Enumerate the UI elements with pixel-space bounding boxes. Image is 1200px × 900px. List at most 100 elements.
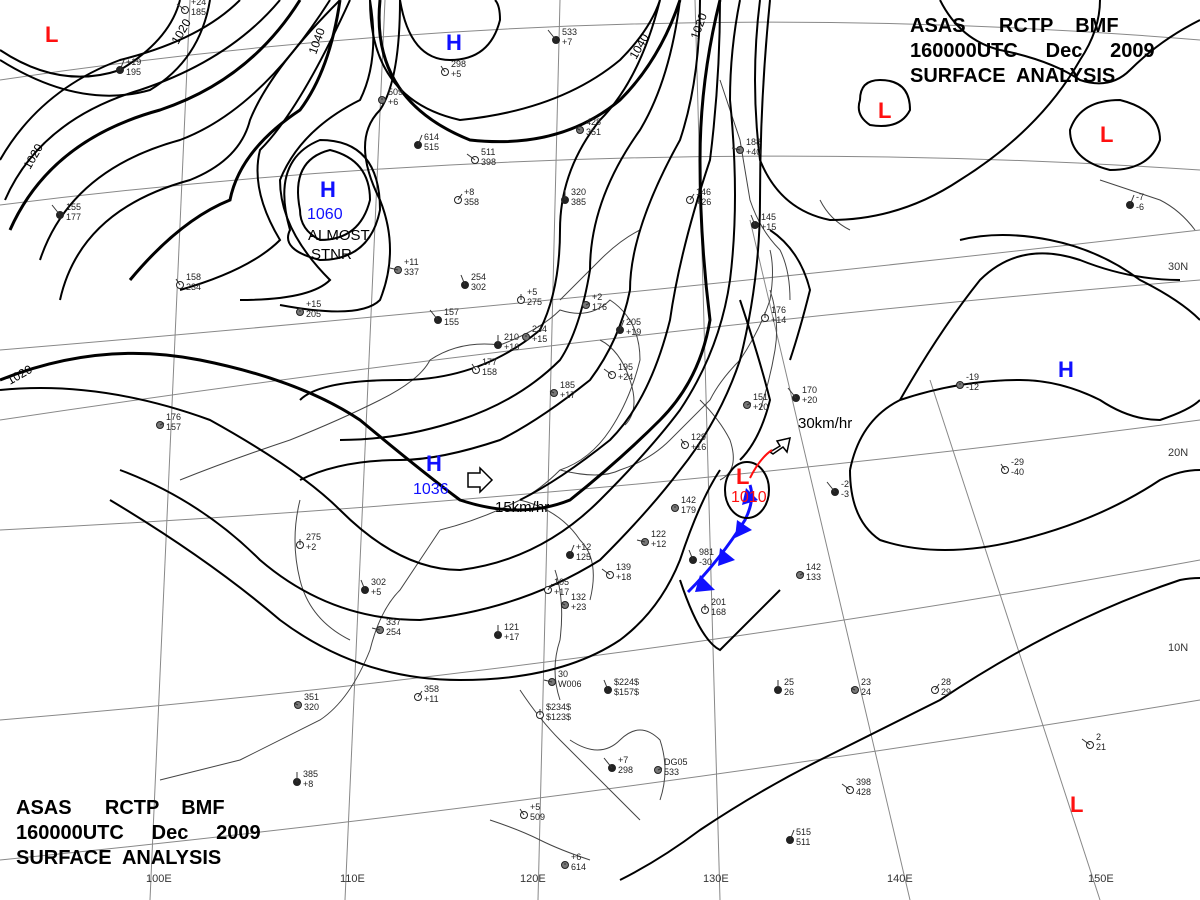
- station-plot: -7-6: [1126, 192, 1144, 212]
- low-center-symbol: L: [45, 22, 58, 47]
- station-pressure: 122: [651, 529, 666, 539]
- station-wind-barb: [466, 153, 476, 161]
- station-wind-barb: [543, 679, 553, 683]
- high-motion-label: 15km/hr: [495, 499, 549, 516]
- station-wind-barb: [549, 390, 555, 394]
- station-pressure: 176: [166, 412, 181, 422]
- station-tendency: 302: [471, 282, 486, 292]
- station-wind-barb: [787, 387, 797, 399]
- front-triangle: [695, 575, 715, 592]
- station-pressure: 146: [696, 187, 711, 197]
- station-tendency: 298: [618, 765, 633, 775]
- station-tendency: 533: [664, 767, 679, 777]
- high-center-symbol: H: [320, 177, 336, 202]
- station-plot: 132+23: [560, 592, 586, 612]
- station-pressure: 139: [616, 562, 631, 572]
- station-tendency: 179: [681, 505, 696, 515]
- station-plot: 234+15: [522, 324, 547, 344]
- station-tendency: 398: [481, 157, 496, 167]
- title-line-1: ASAS RCTP BMF: [910, 15, 1119, 37]
- station-pressure: 358: [424, 684, 439, 694]
- station-pressure: 142: [806, 562, 821, 572]
- title-line-3: SURFACE ANALYSIS: [910, 65, 1116, 87]
- station-tendency: 254: [386, 627, 401, 637]
- high-center-value: 1036: [413, 481, 449, 498]
- station-plot: 146+26: [686, 187, 711, 207]
- station-tendency: 176: [592, 302, 607, 312]
- station-tendency: -30: [699, 557, 712, 567]
- station-pressure: 320: [571, 187, 586, 197]
- low-motion-label: 30km/hr: [798, 415, 852, 432]
- station-wind-barb: [750, 214, 756, 226]
- station-pressure: $234$: [546, 702, 571, 712]
- station-pressure: 158: [186, 272, 201, 282]
- station-tendency: +24: [618, 372, 633, 382]
- station-tendency: 133: [806, 572, 821, 582]
- station-plot: 210+16: [494, 332, 519, 352]
- station-wind-barb: [159, 422, 165, 426]
- station-tendency: +16: [691, 442, 706, 452]
- station-tendency: +7: [562, 37, 572, 47]
- station-tendency: 168: [711, 607, 726, 617]
- high-center-value: 1060: [307, 206, 343, 223]
- station-tendency: +15: [761, 222, 776, 232]
- station-wind-barb: [51, 204, 61, 216]
- station-pressure: 205: [626, 317, 641, 327]
- station-tendency: 509: [530, 812, 545, 822]
- station-pressure: 105: [554, 577, 569, 587]
- station-tendency: -12: [966, 382, 979, 392]
- low-track-line: [749, 449, 773, 479]
- front-triangle: [718, 548, 735, 566]
- station-tendency: +40: [746, 147, 761, 157]
- title-block-bottom: ASAS RCTP BMF 160000UTC Dec 2009 SURFACE…: [16, 796, 261, 871]
- longitude-label: 150E: [1088, 873, 1114, 885]
- station-plot: 275+2: [296, 532, 321, 552]
- pressure-centers: H 1060 H 1036 L 1010 H H L L L L: [45, 22, 1113, 817]
- high-center-symbol: H: [426, 451, 442, 476]
- station-plot: $224$$157$: [603, 677, 639, 697]
- station-pressure: +8: [464, 187, 474, 197]
- station-pressure: 25: [784, 677, 794, 687]
- isobars: [0, 0, 1200, 881]
- station-plot: 385+8: [293, 769, 318, 789]
- latitude-label: 20N: [1168, 447, 1188, 459]
- station-plot: 121+17: [494, 622, 519, 642]
- station-wind-barb: [619, 319, 625, 331]
- station-pressure: 177: [482, 357, 497, 367]
- station-tendency: 320: [304, 702, 319, 712]
- station-pressure: 170: [802, 385, 817, 395]
- station-tendency: +17: [504, 632, 519, 642]
- station-tendency: 158: [482, 367, 497, 377]
- station-pressure: -7: [1136, 192, 1144, 202]
- station-tendency: 337: [404, 267, 419, 277]
- title-line-3: SURFACE ANALYSIS: [16, 847, 222, 869]
- motion-arrow-high: [467, 466, 494, 494]
- station-pressure: 515: [796, 827, 811, 837]
- station-wind-barb: [601, 568, 611, 576]
- station-wind-barb: [789, 829, 795, 841]
- station-pressure: +7: [618, 755, 628, 765]
- station-tendency: 205: [306, 309, 321, 319]
- station-pressure: +11: [404, 257, 419, 267]
- station-wind-barb: [1081, 738, 1091, 746]
- station-pressure: 298: [451, 59, 466, 69]
- station-tendency: +6: [388, 97, 398, 107]
- station-tendency: 24: [861, 687, 871, 697]
- station-plot: -19-12: [956, 372, 979, 392]
- title-line-2: 160000UTC Dec 2009: [910, 40, 1155, 62]
